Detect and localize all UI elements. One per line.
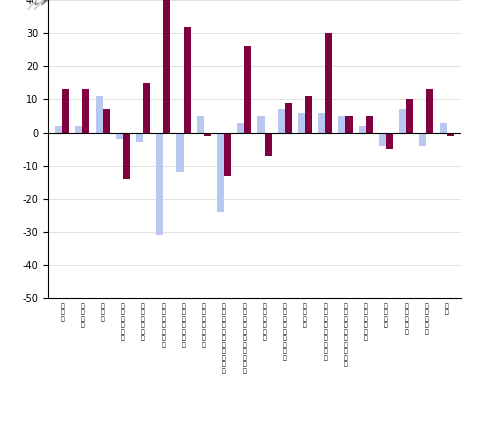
Bar [264,49,272,60]
Bar [143,83,150,132]
Bar [298,112,305,132]
Bar [224,132,231,176]
Bar [83,89,89,132]
Bar [123,49,130,72]
Bar [359,45,366,49]
Bar [325,33,332,132]
Bar [318,112,325,132]
Bar [96,96,103,132]
Bar [204,132,211,136]
Bar [197,116,204,132]
Bar [420,49,426,55]
Bar [285,34,292,49]
Bar [224,49,231,70]
Bar [237,43,244,49]
Bar [406,32,413,49]
Bar [163,0,170,49]
Bar [426,27,433,49]
Bar [305,96,312,132]
Bar [83,27,89,49]
Bar [123,132,130,179]
Bar [420,132,426,146]
Bar [177,49,183,68]
Bar [285,103,292,132]
Bar [386,132,393,149]
Bar [379,132,386,146]
Bar [136,49,143,53]
Bar [399,109,406,132]
Bar [75,126,83,132]
Bar [359,126,366,132]
Bar [379,49,386,55]
Bar [338,116,346,132]
Bar [177,132,183,172]
Bar [197,40,204,49]
Bar [143,24,150,49]
Bar [264,132,272,156]
Bar [136,132,143,142]
Bar [96,31,103,49]
Bar [338,40,346,49]
Bar [440,43,446,49]
Bar [163,0,170,132]
Bar [55,126,62,132]
Bar [305,31,312,49]
Bar [116,132,123,139]
Bar [386,49,393,57]
Bar [318,39,325,49]
Bar [298,39,305,49]
Bar [183,26,191,132]
Bar [346,40,352,49]
Bar [426,89,433,132]
Bar [399,37,406,49]
Bar [116,49,123,52]
Bar [217,132,224,212]
Bar [103,37,110,49]
Bar [244,46,252,132]
Bar [366,40,373,49]
Bar [277,109,285,132]
Bar [277,37,285,49]
Bar [62,27,69,49]
Bar [62,89,69,132]
Bar [237,123,244,132]
Bar [257,116,264,132]
Bar [346,116,352,132]
Bar [244,6,252,49]
Bar [325,0,332,49]
Bar [103,109,110,132]
Bar [75,45,83,49]
Bar [156,49,163,99]
Bar [156,132,163,235]
Bar [257,40,264,49]
Bar [446,49,454,50]
Bar [217,49,224,88]
Bar [366,116,373,132]
Bar [446,132,454,136]
Bar [440,123,446,132]
Bar [406,99,413,132]
Bar [55,45,62,49]
Bar [183,0,191,49]
Bar [204,49,211,50]
